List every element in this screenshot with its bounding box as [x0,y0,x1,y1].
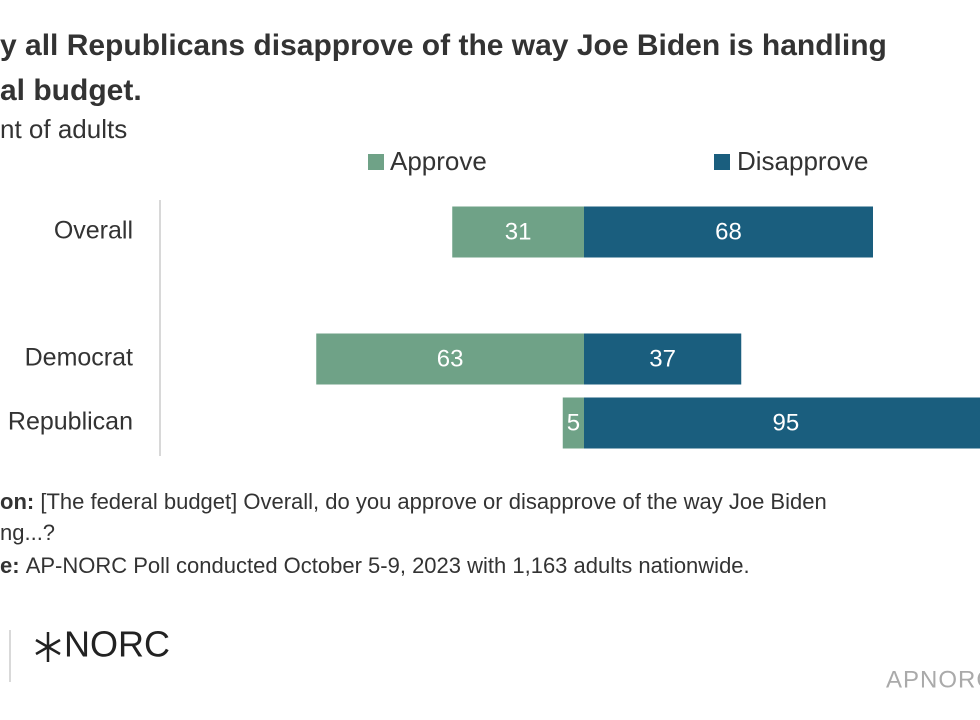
chart-title: y all Republicans disapprove of the way … [0,29,887,62]
footnote-lead: on: [0,489,34,514]
footnote-text: [The federal budget] Overall, do you app… [40,489,826,514]
value-label: 68 [715,218,742,245]
bar [584,333,742,385]
legend-label: Approve [390,146,487,176]
footnote: ng...? [0,520,55,545]
logo: NORC [64,624,170,665]
bar [562,397,584,449]
bar [584,206,873,258]
category-label: Overall [54,217,133,245]
logo-mark [35,632,61,662]
bar [584,397,980,449]
chart-subtitle: nt of adults [0,114,127,144]
legend-label: Disapprove [737,146,869,176]
value-label: 5 [567,409,580,436]
chart-title: al budget. [0,74,142,107]
category-label: Democrat [25,344,133,372]
bar [452,206,584,258]
footnote-lead: e: [0,553,20,578]
value-label: 95 [773,409,800,436]
category-label: Republican [8,408,133,436]
footnote-text: AP-NORC Poll conducted October 5-9, 2023… [26,553,750,578]
bar [316,333,584,385]
footnote-text: ng...? [0,520,55,545]
footnote: e: AP-NORC Poll conducted October 5-9, 2… [0,553,750,578]
brand: APNORC [886,666,980,693]
legend-swatch [714,154,730,170]
footnote: on: [The federal budget] Overall, do you… [0,489,827,514]
value-label: 31 [505,218,532,245]
value-label: 37 [649,345,676,372]
value-label: 63 [437,345,464,372]
legend-swatch [368,154,384,170]
